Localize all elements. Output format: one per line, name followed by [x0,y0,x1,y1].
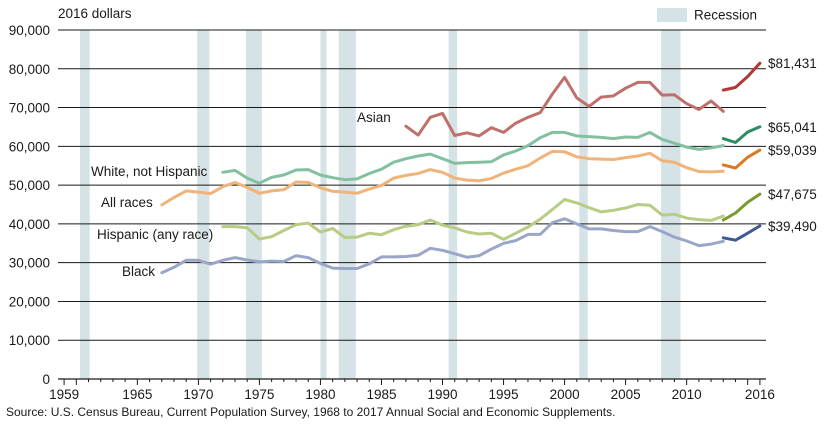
x-tick-label-1990: 1990 [427,387,457,402]
series-line-all-races [160,149,725,207]
source-note: Source: U.S. Census Bureau, Current Popu… [6,405,615,419]
x-tick-label-1965: 1965 [122,387,152,402]
x-tick-label-1995: 1995 [489,387,519,402]
recession-band-1 [79,30,90,379]
axes: 0 10,000 20,000 30,000 40,000 50,000 60,000 70,… [9,23,775,402]
x-tick-label-2000: 2000 [550,387,580,402]
series-label-black: Black [122,264,155,279]
series-line-black-after-break [721,224,762,242]
series-line-hispanic-any-race [221,198,725,241]
series-label-asian: Asian [357,110,391,125]
series-labels: Asian White, not Hispanic All races Hispani… [91,56,817,279]
recession-band-4 [320,30,327,379]
recession-band-8 [661,30,681,379]
series-line-hispanic-any-race-after-break [721,192,762,222]
legend-label-recession: Recession [694,8,757,23]
y-tick-label-90000: 90,000 [9,23,50,38]
recession-band-2 [197,30,210,379]
y-tick-label-10000: 10,000 [9,333,50,348]
series-line-asian-after-break [721,61,762,92]
gridlines [58,29,766,341]
y-tick-label-60000: 60,000 [9,139,50,154]
x-tick-label-1959: 1959 [49,387,79,402]
y-tick-label-70000: 70,000 [9,101,50,116]
series-line-asian [404,75,725,138]
end-value-label-white-not-hispanic: $65,041 [768,120,817,135]
recession-band-5 [338,30,356,379]
series-label-hispanic-any-race: Hispanic (any race) [97,227,213,242]
recession-shading [79,30,681,379]
series-lines [160,61,762,275]
series-line-white-not-hispanic [221,130,725,185]
end-value-label-all-races: $59,039 [768,143,817,158]
y-unit-label: 2016 dollars [58,6,132,21]
recession-band-6 [448,30,458,379]
series-label-white-not-hispanic: White, not Hispanic [91,164,208,179]
y-tick-label-20000: 20,000 [9,294,50,309]
end-value-label-black: $39,490 [768,219,817,234]
end-value-label-asian: $81,431 [768,56,817,71]
recession-band-3 [245,30,262,379]
x-tick-label-1980: 1980 [305,387,335,402]
y-tick-label-50000: 50,000 [9,178,50,193]
series-line-black [160,217,725,275]
x-tick-label-1970: 1970 [183,387,213,402]
y-tick-label-0: 0 [42,372,50,387]
y-tick-label-80000: 80,000 [9,62,50,77]
series-line-all-races-after-break [721,148,762,170]
x-tick-label-1985: 1985 [366,387,396,402]
legend: Recession [657,8,757,23]
series-label-all-races: All races [101,195,153,210]
x-tick-label-2010: 2010 [672,387,702,402]
x-tick-label-2005: 2005 [611,387,641,402]
end-value-label-hispanic-any-race: $47,675 [768,187,817,202]
series-line-white-not-hispanic-after-break [721,125,762,144]
x-tick-label-1975: 1975 [244,387,274,402]
legend-swatch-recession [657,8,687,22]
y-tick-label-40000: 40,000 [9,217,50,232]
x-tick-label-2016: 2016 [745,387,775,402]
y-tick-label-30000: 30,000 [9,256,50,271]
